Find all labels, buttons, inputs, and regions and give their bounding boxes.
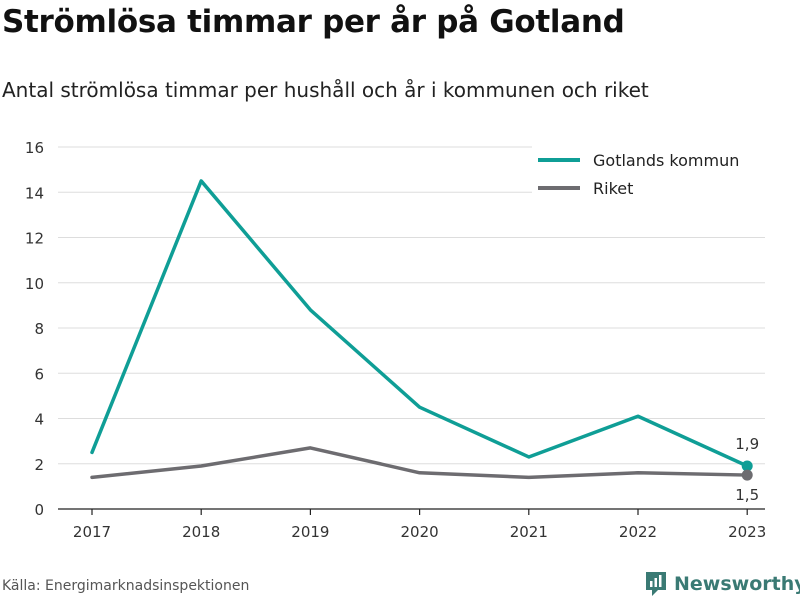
brand-logo: Newsworthy xyxy=(644,570,800,598)
legend-label-gotland: Gotlands kommun xyxy=(593,151,739,170)
x-tick-label: 2020 xyxy=(401,523,439,541)
legend: Gotlands kommun Riket xyxy=(532,146,767,204)
x-tick-label: 2021 xyxy=(510,523,548,541)
y-tick-label: 16 xyxy=(25,139,44,157)
end-value-label-gotland: 1,9 xyxy=(735,435,759,453)
legend-label-riket: Riket xyxy=(593,179,633,198)
series-end-point-gotland xyxy=(741,460,753,472)
source-note: Källa: Energimarknadsinspektionen xyxy=(2,578,250,594)
series-line-riket xyxy=(90,446,749,480)
brand-name: Newsworthy xyxy=(674,573,800,595)
chart-title: Strömlösa timmar per år på Gotland xyxy=(2,4,625,40)
series-end-point-riket xyxy=(741,469,753,481)
y-tick-label: 14 xyxy=(25,184,44,202)
axis-layer: 0 2 4 6 8 10 12 14 16 2017 2018 2019 2020 2021 2022 202… xyxy=(25,139,766,541)
y-tick-label: 0 xyxy=(34,501,44,519)
chart-subtitle: Antal strömlösa timmar per hushåll och å… xyxy=(2,78,649,102)
x-tick-label: 2017 xyxy=(73,523,111,541)
x-tick-label: 2022 xyxy=(619,523,657,541)
legend-background xyxy=(532,146,767,204)
y-tick-label: 8 xyxy=(34,320,44,338)
end-value-label-riket: 1,5 xyxy=(735,486,759,504)
x-tick-label: 2019 xyxy=(291,523,329,541)
y-tick-label: 10 xyxy=(25,275,44,293)
y-tick-label: 6 xyxy=(34,365,44,383)
x-tick-label: 2023 xyxy=(728,523,766,541)
x-tick-label: 2018 xyxy=(182,523,220,541)
y-tick-label: 2 xyxy=(34,456,44,474)
y-tick-label: 12 xyxy=(25,230,44,248)
series-layer: 1,9 1,5 xyxy=(90,179,759,504)
y-tick-label: 4 xyxy=(34,411,44,429)
newsworthy-logo-icon xyxy=(646,572,666,596)
series-line-gotland xyxy=(90,179,749,468)
